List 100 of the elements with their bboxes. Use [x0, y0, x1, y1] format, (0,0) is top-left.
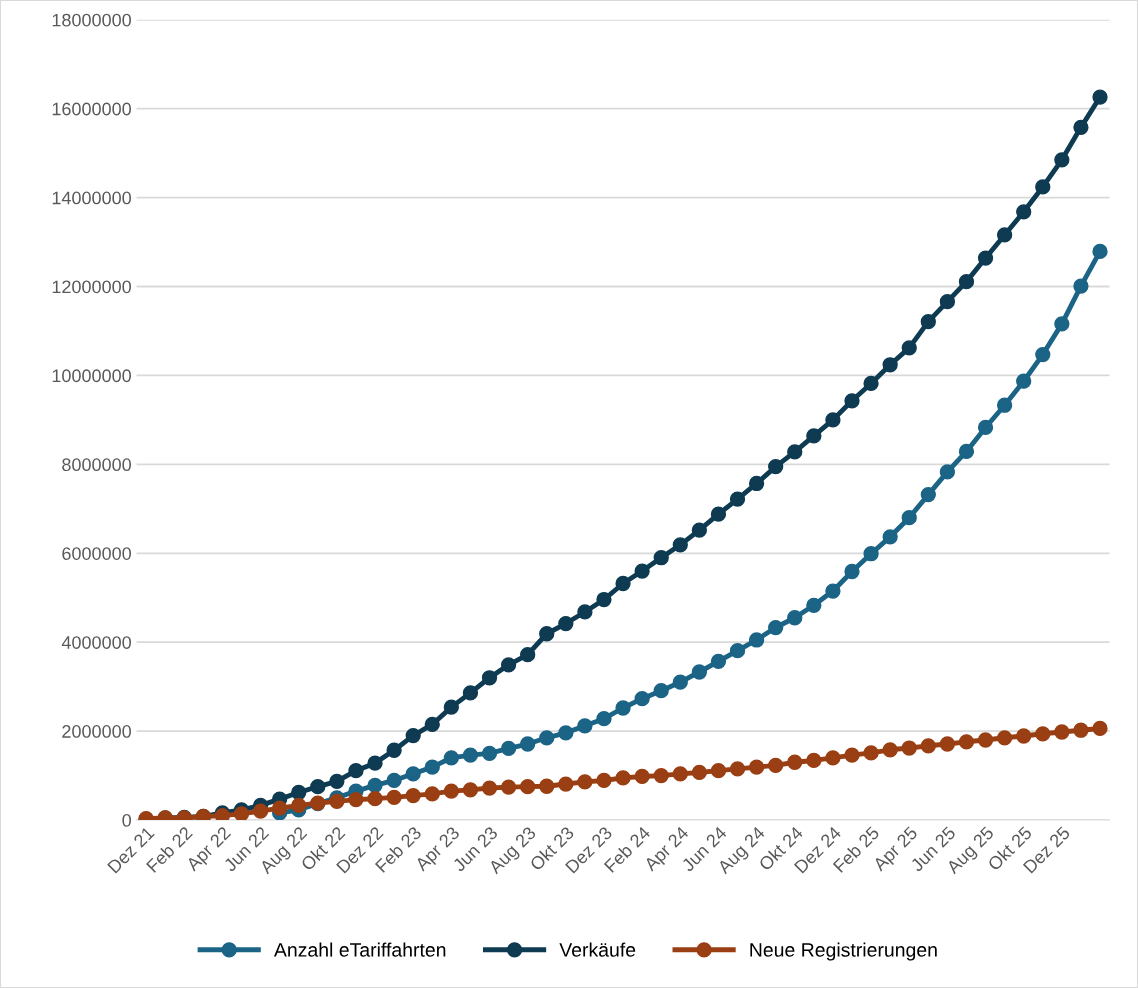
- point: [768, 619, 784, 636]
- point: [500, 779, 517, 795]
- point: [939, 736, 956, 752]
- point: [520, 647, 536, 663]
- point: [481, 780, 498, 796]
- point: [558, 615, 574, 632]
- y-tick-label: 14000000: [52, 191, 131, 205]
- point: [672, 537, 688, 553]
- point: [1092, 89, 1108, 105]
- y-tick-label: 0: [122, 813, 131, 827]
- point: [748, 475, 765, 492]
- point: [539, 730, 555, 746]
- point: [500, 740, 517, 757]
- point: [634, 768, 650, 785]
- point: [920, 486, 936, 503]
- point: [996, 730, 1013, 746]
- point: [596, 591, 612, 608]
- point: [1035, 726, 1051, 742]
- point: [825, 412, 841, 428]
- point: [539, 778, 555, 794]
- point: [787, 610, 803, 626]
- point: [882, 529, 898, 545]
- point: [386, 772, 402, 789]
- point: [863, 745, 879, 761]
- point: [558, 725, 574, 741]
- point: [443, 750, 459, 766]
- point: [920, 738, 936, 754]
- point: [939, 464, 956, 480]
- point: [710, 506, 727, 522]
- point: [1016, 728, 1032, 744]
- point: [252, 803, 269, 819]
- point: [405, 766, 421, 782]
- point: [596, 772, 612, 789]
- point: [844, 563, 860, 580]
- point: [1016, 204, 1032, 220]
- y-tick-label: 18000000: [52, 13, 131, 27]
- point: [806, 752, 822, 769]
- y-tick-label: 2000000: [62, 725, 131, 738]
- point: [424, 759, 440, 775]
- point: [996, 227, 1013, 243]
- y-tick-label: 16000000: [52, 102, 131, 116]
- point: [386, 742, 402, 758]
- point: [615, 770, 631, 786]
- point: [386, 789, 402, 806]
- point: [806, 428, 822, 444]
- point: [462, 747, 479, 763]
- point: [863, 375, 879, 392]
- point: [977, 419, 994, 436]
- point: [825, 583, 841, 599]
- point: [367, 777, 383, 794]
- point: [1016, 373, 1032, 389]
- point: [653, 767, 669, 784]
- point: [825, 750, 841, 766]
- point: [329, 793, 345, 810]
- point: [424, 786, 440, 802]
- point: [653, 683, 669, 699]
- point: [1073, 119, 1089, 135]
- point: [1035, 346, 1051, 363]
- point: [443, 783, 459, 799]
- point: [710, 653, 727, 669]
- point: [615, 575, 631, 592]
- point: [577, 774, 593, 790]
- point: [653, 550, 669, 566]
- point: [1054, 724, 1070, 740]
- point: [272, 800, 288, 816]
- point: [958, 273, 975, 290]
- point: [233, 806, 250, 821]
- point: [901, 510, 917, 526]
- point: [1035, 179, 1051, 195]
- y-tick-label: 8000000: [62, 458, 131, 472]
- point: [672, 674, 688, 690]
- point: [462, 782, 479, 798]
- point: [882, 357, 898, 373]
- y-tick-label: 6000000: [62, 547, 131, 560]
- point: [348, 791, 364, 808]
- point: [748, 632, 765, 648]
- point: [901, 340, 917, 356]
- legend-label: Anzahl eTariffahrten: [273, 942, 446, 957]
- y-tick-label: 4000000: [61, 636, 131, 649]
- point: [729, 643, 746, 659]
- point: [291, 784, 307, 801]
- point: [958, 443, 975, 460]
- point: [1092, 720, 1108, 737]
- point: [367, 791, 383, 807]
- point: [520, 736, 536, 752]
- point: [844, 393, 860, 409]
- point: [1073, 722, 1089, 738]
- point: [405, 727, 421, 744]
- point: [710, 763, 727, 779]
- point: [768, 458, 784, 475]
- point: [481, 745, 498, 761]
- point: [1092, 243, 1108, 260]
- point: [996, 397, 1013, 413]
- point: [729, 491, 746, 507]
- point: [748, 759, 765, 775]
- point: [329, 773, 345, 789]
- point: [787, 444, 803, 460]
- y-tick-label: 10000000: [52, 369, 131, 383]
- point: [729, 761, 746, 777]
- point: [1054, 152, 1070, 168]
